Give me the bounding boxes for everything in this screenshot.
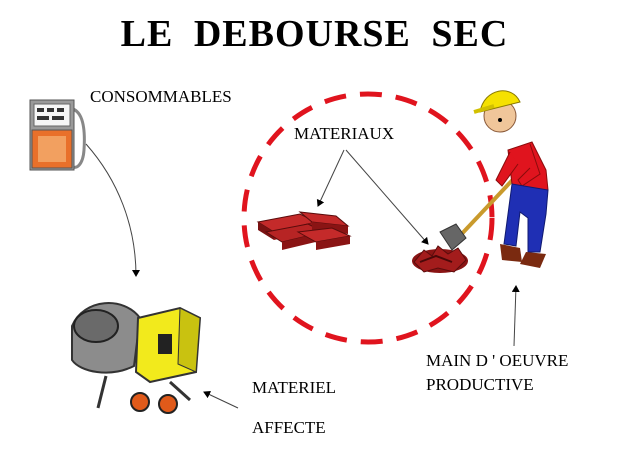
arrow-materiaux-to-hole xyxy=(345,149,429,245)
label-main-oeuvre-line2: PRODUCTIVE xyxy=(426,375,534,394)
bricks-icon xyxy=(256,211,352,250)
label-main-oeuvre-line1: MAIN D ' OEUVRE xyxy=(426,351,569,370)
label-materiel: MATERIEL xyxy=(252,378,337,397)
label-consommables: CONSOMMABLES xyxy=(90,87,232,106)
arrow-materiel-to-mixer xyxy=(203,390,239,409)
label-affecte: AFFECTE xyxy=(252,418,326,437)
arrow-main-oeuvre-to-worker xyxy=(511,285,520,347)
worker-with-shovel-icon xyxy=(439,90,549,268)
arrow-consommables-to-mixer xyxy=(85,143,140,277)
fuel-pump-icon xyxy=(29,99,86,171)
dashed-circle xyxy=(241,91,495,345)
concrete-mixer-icon xyxy=(71,302,202,414)
page-title: LE DEBOURSE SEC xyxy=(120,13,509,55)
label-materiaux: MATERIAUX xyxy=(294,124,395,143)
arrow-materiaux-to-bricks xyxy=(316,149,345,207)
dug-hole-icon xyxy=(412,245,468,273)
